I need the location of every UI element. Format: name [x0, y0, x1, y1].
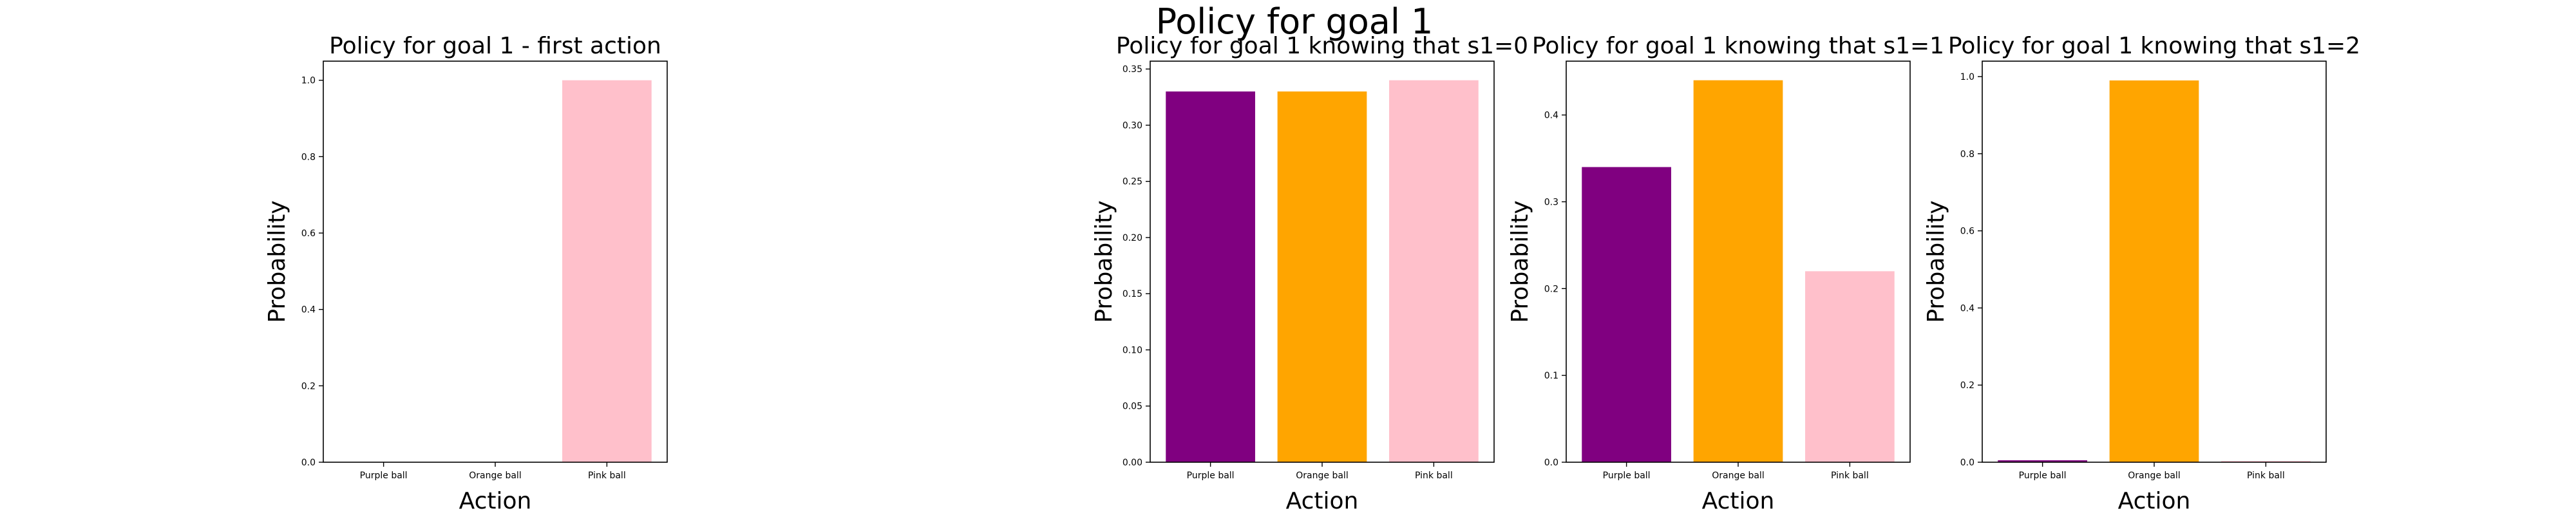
- x-tick-label: Purple ball: [1603, 471, 1651, 481]
- bar-purple-ball: [1582, 167, 1671, 462]
- y-tick-label: 0.20: [1122, 233, 1142, 243]
- bar-purple-ball: [1998, 460, 2087, 462]
- x-tick-label: Orange ball: [469, 471, 521, 481]
- y-tick-label: 1.0: [301, 76, 316, 86]
- x-tick-label: Pink ball: [1415, 471, 1453, 481]
- y-tick-label: 1.0: [1960, 72, 1975, 82]
- y-tick-label: 0.0: [1544, 458, 1558, 468]
- bar-orange-ball: [1693, 80, 1783, 462]
- chart-2: 0.00 0.05 0.10 0.15 0.20 0.25 0.30 0.35 Purple b…: [1091, 33, 1528, 514]
- bar-orange-ball: [1277, 91, 1367, 462]
- x-tick-label: Orange ball: [1296, 471, 1348, 481]
- chart-title: Policy for goal 1 knowing that s1=1: [1532, 33, 1944, 59]
- y-tick-label: 0.10: [1122, 345, 1142, 355]
- bar-pink-ball: [1805, 271, 1895, 462]
- x-tick-label: Purple ball: [1187, 471, 1235, 481]
- bar-pink-ball: [1389, 80, 1479, 462]
- y-tick-label: 0.2: [1960, 380, 1975, 391]
- y-tick-label: 0.6: [301, 229, 316, 239]
- y-tick-label: 0.15: [1122, 289, 1142, 299]
- y-tick-label: 0.4: [1960, 303, 1975, 314]
- chart-title: Policy for goal 1 - first action: [329, 33, 661, 59]
- chart-title: Policy for goal 1 knowing that s1=0: [1116, 33, 1528, 59]
- y-tick-label: 0.4: [1544, 111, 1558, 121]
- y-tick-label: 0.0: [1960, 458, 1975, 468]
- y-axis-label: Probability: [1507, 200, 1533, 323]
- chart-title: Policy for goal 1 knowing that s1=2: [1948, 33, 2360, 59]
- y-tick-label: 0.2: [301, 381, 316, 391]
- y-tick-label: 0.6: [1960, 227, 1975, 237]
- figure-suptitle: Policy for goal 1: [1156, 1, 1434, 42]
- y-tick-label: 0.4: [301, 305, 316, 315]
- bar-purple-ball: [1166, 91, 1255, 462]
- y-tick-label: 0.30: [1122, 120, 1142, 131]
- y-tick-label: 0.0: [301, 458, 316, 468]
- charts-container: 0.0 0.2 0.4 0.6 0.8 1.0 Purple ball Orange ball…: [264, 33, 2360, 514]
- chart-4: 0.0 0.2 0.4 0.6 0.8 1.0 Purple ball Orange ball…: [1923, 33, 2360, 514]
- y-tick-label: 0.8: [1960, 149, 1975, 160]
- x-tick-label: Pink ball: [2247, 471, 2285, 481]
- y-tick-label: 0.35: [1122, 64, 1142, 75]
- y-tick-label: 0.1: [1544, 371, 1558, 381]
- y-tick-label: 0.3: [1544, 197, 1558, 207]
- chart-3: 0.0 0.1 0.2 0.3 0.4 Purple ball Orange ball Pin…: [1507, 33, 1944, 514]
- bar-pink-ball: [562, 80, 652, 462]
- y-tick-label: 0.00: [1122, 458, 1142, 468]
- x-axis-label: Action: [1286, 488, 1359, 514]
- chart-1: 0.0 0.2 0.4 0.6 0.8 1.0 Purple ball Orange ball…: [264, 33, 668, 514]
- x-axis-label: Action: [1702, 488, 1775, 514]
- x-tick-label: Purple ball: [360, 471, 408, 481]
- y-tick-label: 0.2: [1544, 284, 1558, 294]
- x-tick-label: Orange ball: [1712, 471, 1764, 481]
- y-tick-label: 0.8: [301, 152, 316, 162]
- bar-pink-ball: [2221, 461, 2311, 462]
- x-tick-label: Pink ball: [1831, 471, 1869, 481]
- x-tick-label: Purple ball: [2019, 471, 2067, 481]
- y-axis-label: Probability: [264, 200, 290, 323]
- y-tick-label: 0.05: [1122, 402, 1142, 412]
- x-tick-label: Orange ball: [2128, 471, 2180, 481]
- x-axis-label: Action: [2118, 488, 2191, 514]
- x-axis-label: Action: [459, 488, 532, 514]
- x-tick-label: Pink ball: [588, 471, 626, 481]
- bar-orange-ball: [2109, 80, 2199, 463]
- y-tick-label: 0.25: [1122, 177, 1142, 187]
- y-axis-label: Probability: [1923, 200, 1949, 323]
- y-axis-label: Probability: [1091, 200, 1117, 323]
